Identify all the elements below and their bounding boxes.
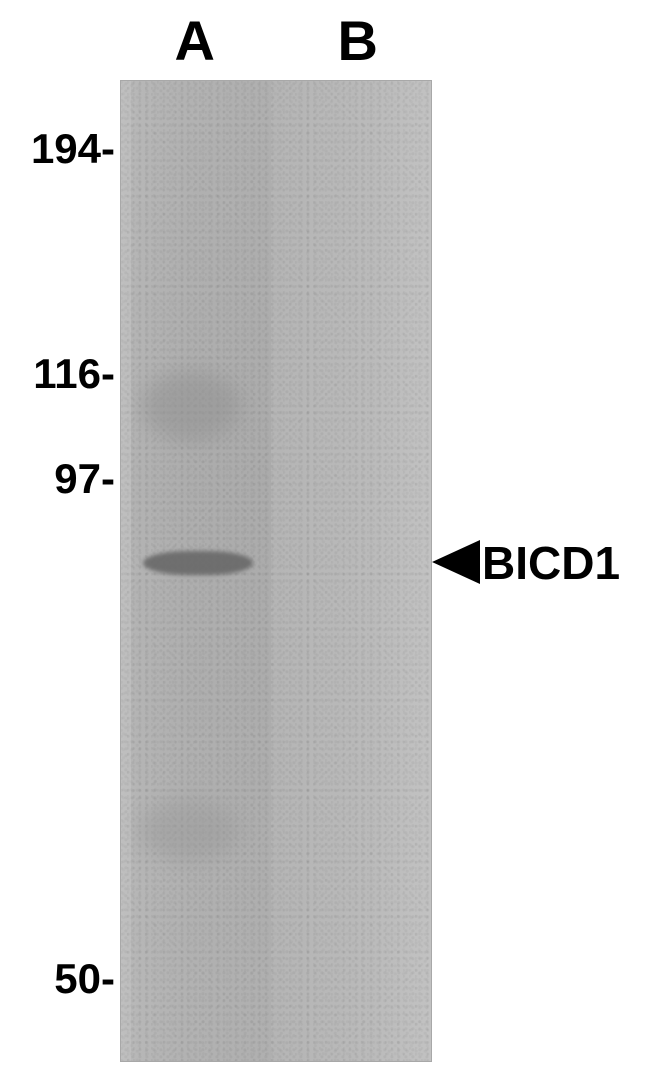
figure-canvas: A B 194- 116- 97- 50- BICD1 bbox=[0, 0, 650, 1071]
marker-116: 116- bbox=[0, 350, 115, 398]
marker-50: 50- bbox=[0, 955, 115, 1003]
arrow-icon bbox=[432, 538, 480, 586]
marker-97: 97- bbox=[0, 455, 115, 503]
lane-label-a: A bbox=[155, 8, 235, 73]
lane-a-shade bbox=[131, 81, 271, 1061]
marker-194: 194- bbox=[0, 125, 115, 173]
lane-label-b: B bbox=[318, 8, 398, 73]
blot-membrane bbox=[120, 80, 432, 1062]
protein-label: BICD1 bbox=[482, 536, 620, 590]
